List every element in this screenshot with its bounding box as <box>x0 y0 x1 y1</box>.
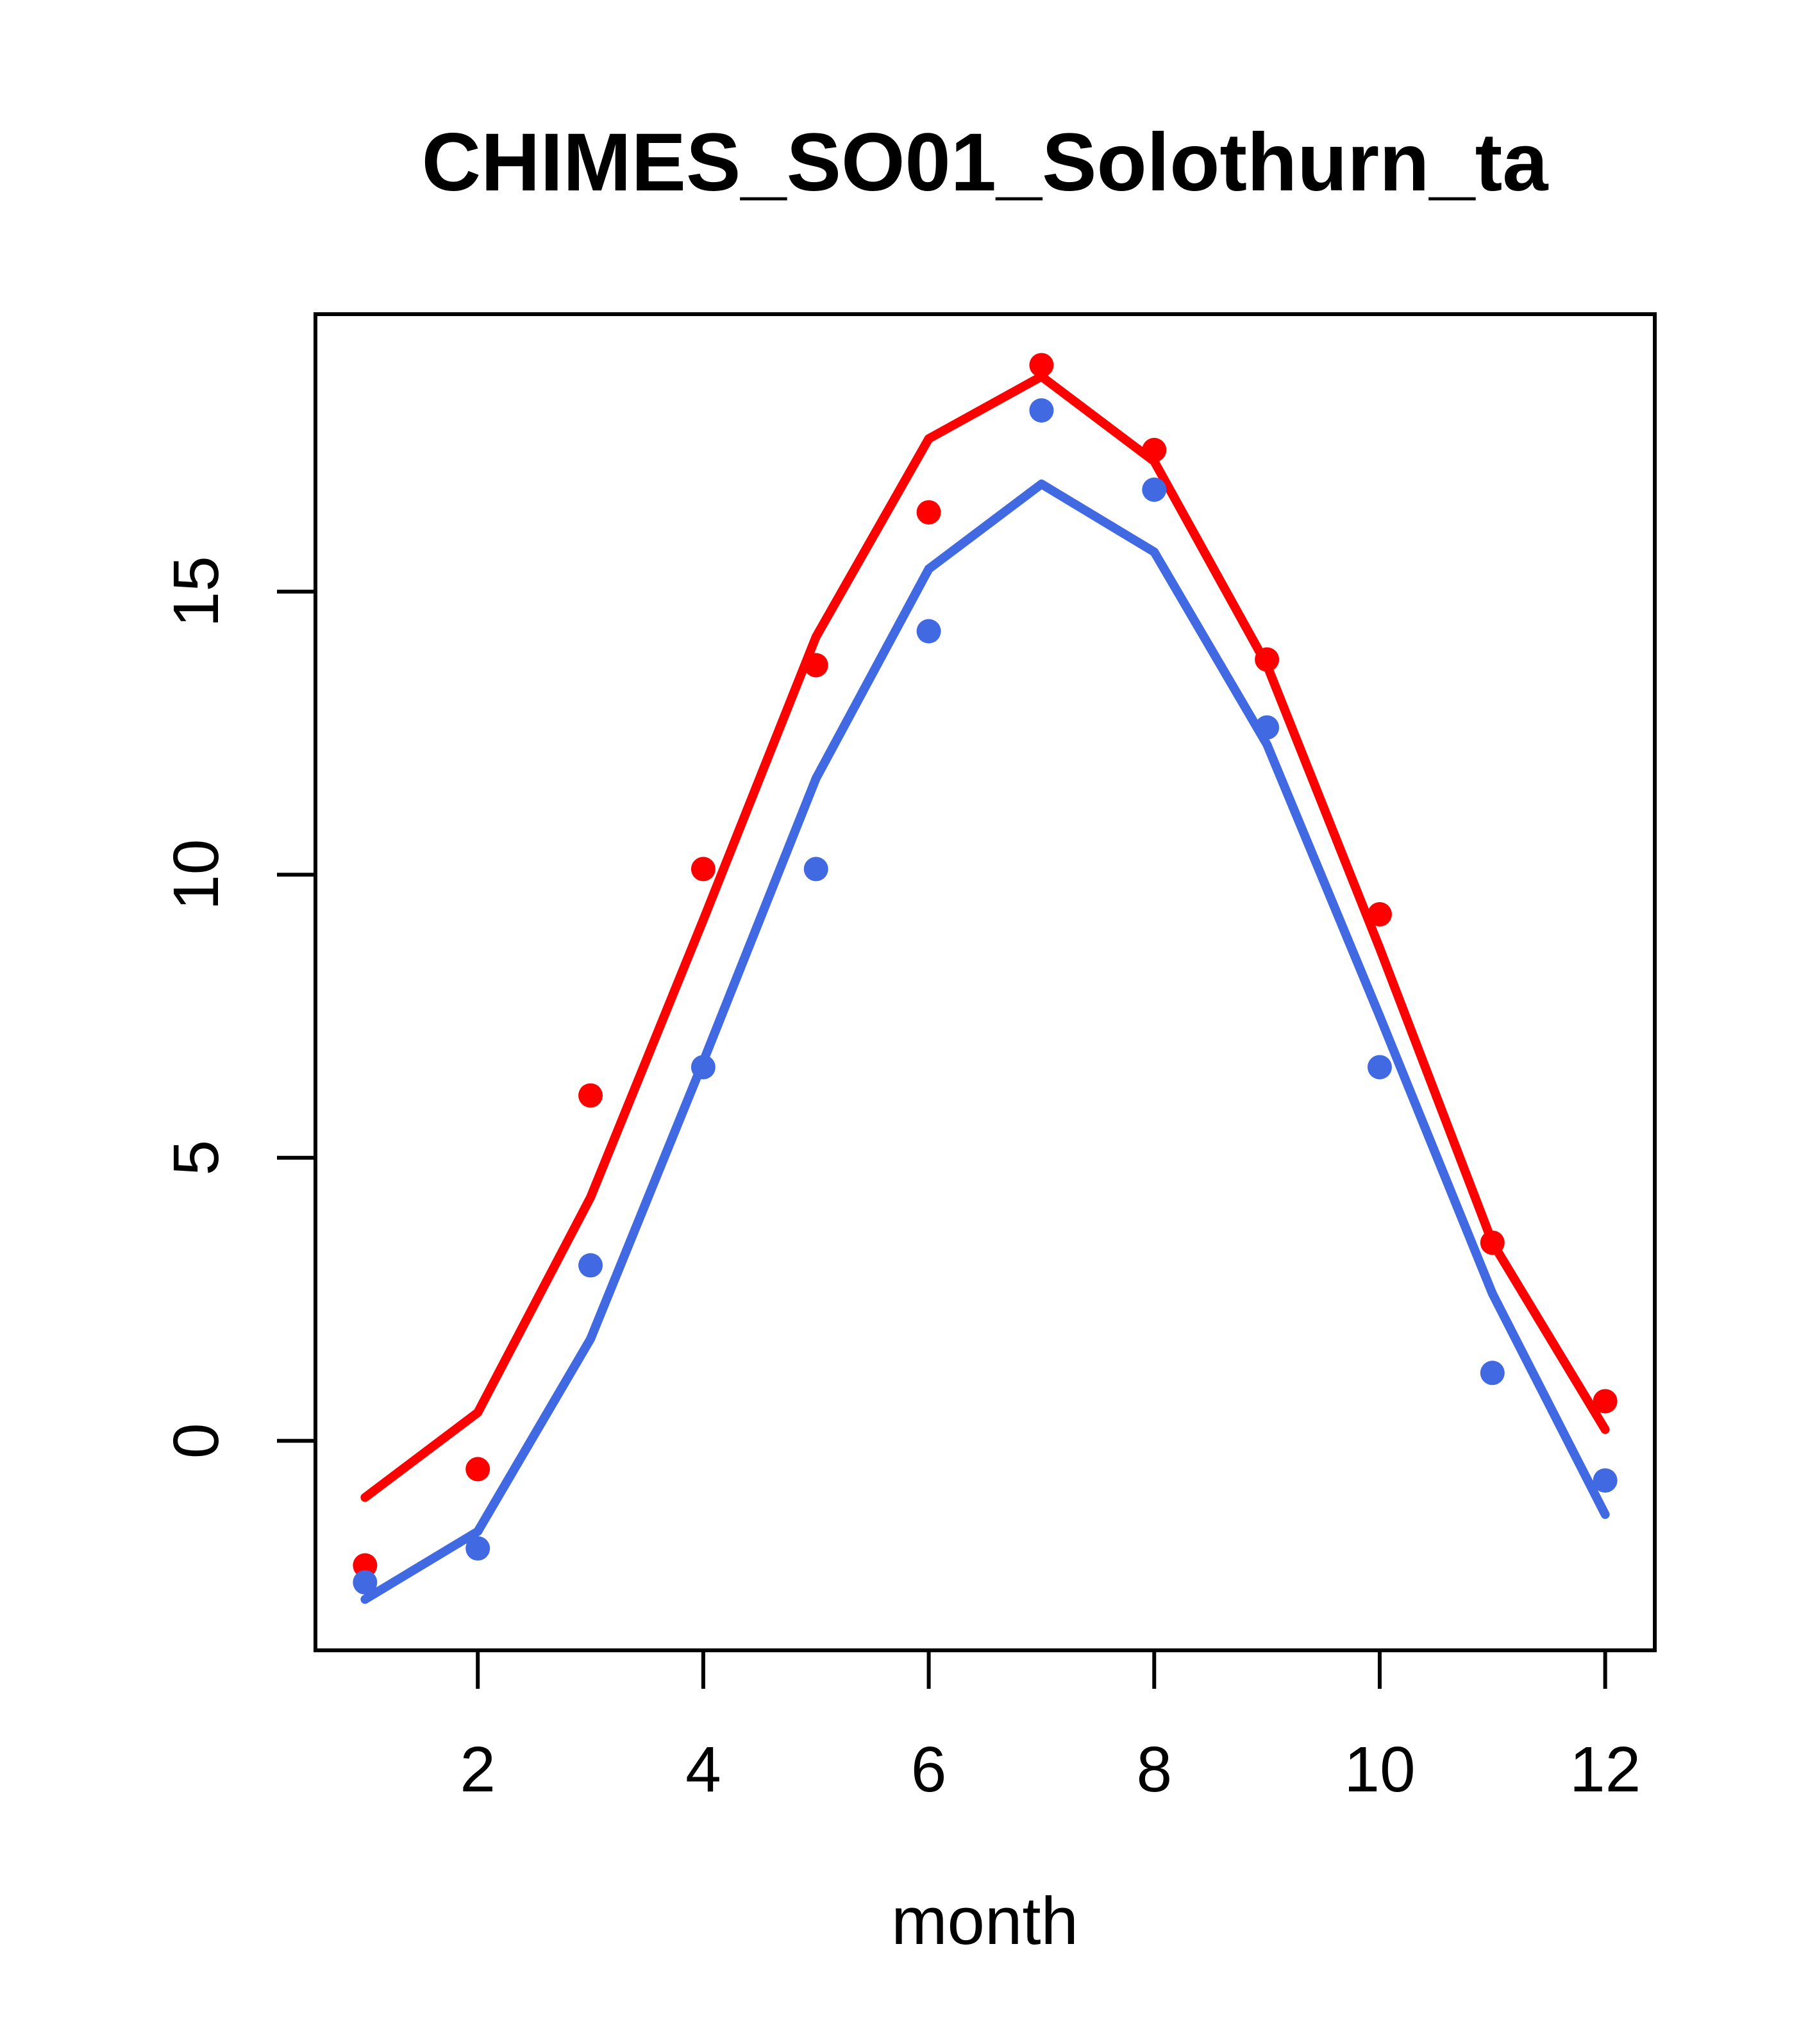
data-point-red-points-month-1 <box>353 1553 378 1578</box>
data-point-blue-points-month-1 <box>353 1570 378 1595</box>
series-blue-line <box>360 479 1610 1604</box>
y-tick-label: 0 <box>160 1423 232 1459</box>
x-tick-label: 10 <box>1344 1734 1415 1805</box>
x-tick-label: 2 <box>460 1734 496 1805</box>
axes-group: 2 4 6 8 10 12 0 5 10 15 <box>160 556 1641 1805</box>
data-point-red-points-month-2 <box>465 1457 490 1482</box>
x-tick-label: 6 <box>911 1734 947 1805</box>
y-tick-label: 15 <box>160 556 232 627</box>
data-point-blue-points-month-7 <box>1029 398 1054 423</box>
plot-box <box>314 312 1657 1652</box>
x-tick-label: 8 <box>1136 1734 1172 1805</box>
data-point-blue-points-month-2 <box>465 1536 490 1561</box>
data-point-blue-points-month-3 <box>578 1253 603 1278</box>
data-point-red-points-month-8 <box>1142 437 1167 462</box>
data-point-red-points-month-6 <box>916 500 941 525</box>
data-point-blue-points-month-5 <box>803 857 828 882</box>
y-tick-label: 5 <box>160 1140 232 1176</box>
data-point-blue-points-month-8 <box>1142 477 1167 502</box>
data-point-red-points-month-11 <box>1480 1230 1505 1255</box>
series-blue-points <box>353 398 1618 1595</box>
data-point-red-points-month-12 <box>1593 1389 1618 1414</box>
data-point-blue-points-month-11 <box>1480 1361 1505 1386</box>
series-red-points <box>353 353 1618 1578</box>
data-point-red-points-month-9 <box>1255 647 1280 672</box>
x-tick-label: 4 <box>685 1734 721 1805</box>
series-red-line <box>360 372 1610 1502</box>
y-tick-label: 10 <box>160 839 232 910</box>
data-point-red-points-month-3 <box>578 1083 603 1108</box>
data-point-blue-points-month-12 <box>1593 1468 1618 1493</box>
data-point-red-points-month-5 <box>803 653 828 678</box>
data-point-red-points-month-4 <box>691 857 716 882</box>
series-group <box>353 353 1618 1604</box>
data-point-blue-points-month-6 <box>916 619 941 644</box>
plot-title: CHIMES_SO01_Solothurn_ta <box>422 117 1549 208</box>
data-point-blue-points-month-4 <box>691 1055 716 1080</box>
data-point-blue-points-month-10 <box>1367 1055 1392 1080</box>
data-point-red-points-month-7 <box>1029 353 1054 378</box>
data-point-red-points-month-10 <box>1367 902 1392 927</box>
x-tick-label: 12 <box>1570 1734 1641 1805</box>
data-point-blue-points-month-9 <box>1255 715 1280 740</box>
x-axis-label: month <box>891 1884 1078 1959</box>
